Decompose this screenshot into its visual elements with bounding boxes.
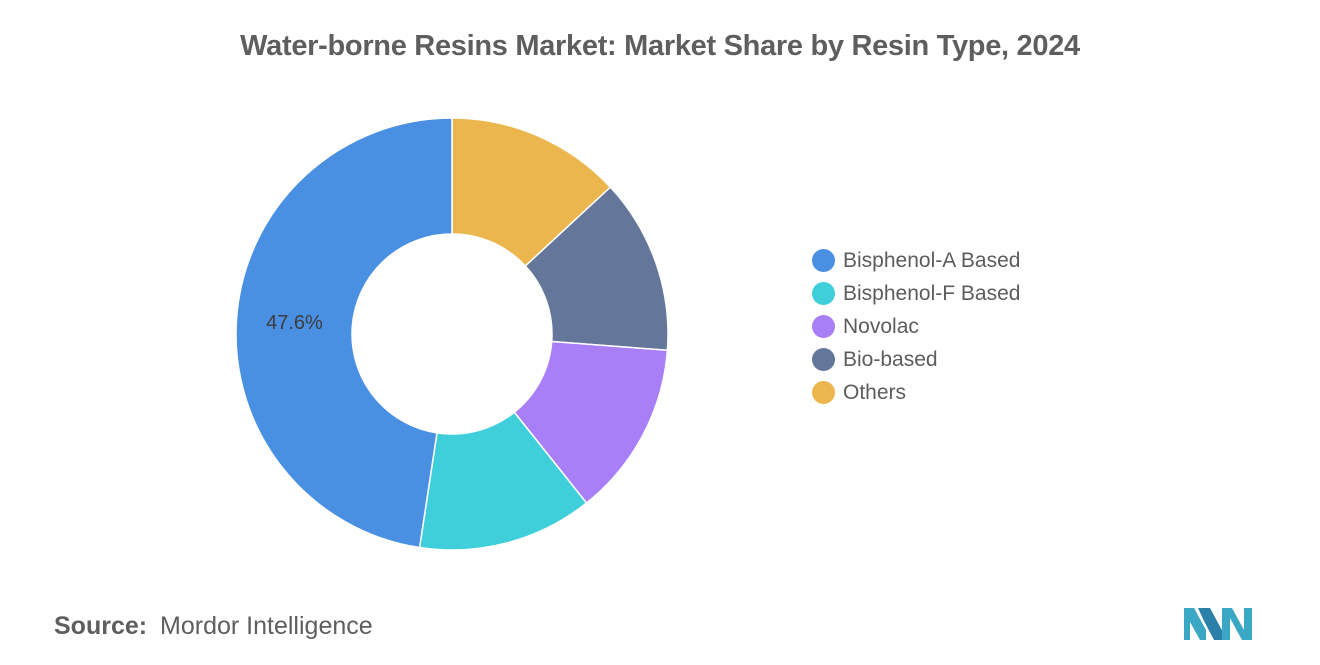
legend-item-bisphenol-a: Bisphenol-A Based <box>812 244 1020 277</box>
legend-swatch-bio-based <box>812 348 835 371</box>
slice-label-bisphenol-a-based: 47.6% <box>266 312 323 334</box>
slice-labels-group: 47.6% <box>266 312 323 334</box>
slice-others <box>451 117 612 268</box>
source-label: Source: <box>54 612 148 640</box>
slices-group <box>235 117 669 551</box>
mordor-intelligence-logo-icon <box>1184 604 1252 645</box>
logo-shape-right <box>1222 608 1252 640</box>
legend-item-bio-based: Bio-based <box>812 343 1020 376</box>
legend-item-others: Others <box>812 376 1020 409</box>
legend-item-novolac: Novolac <box>812 310 1020 343</box>
legend-swatch-bisphenol-a <box>812 249 835 272</box>
chart-legend: Bisphenol-A Based Bisphenol-F Based Novo… <box>812 244 1020 409</box>
logo-shape-left <box>1184 608 1206 640</box>
chart-title: Water-borne Resins Market: Market Share … <box>240 30 1080 62</box>
slice-novolac <box>513 340 669 505</box>
slice-bisphenol-f-based <box>418 411 588 551</box>
source-line: Source: Mordor Intelligence <box>54 612 373 641</box>
legend-swatch-others <box>812 381 835 404</box>
legend-label-bisphenol-a: Bisphenol-A Based <box>843 248 1021 272</box>
legend-label-bio-based: Bio-based <box>843 347 938 371</box>
legend-swatch-novolac <box>812 315 835 338</box>
legend-label-bisphenol-f: Bisphenol-F Based <box>843 281 1021 305</box>
slice-bisphenol-a-based <box>235 117 453 549</box>
slice-bio-based <box>524 186 669 352</box>
legend-label-novolac: Novolac <box>843 314 919 338</box>
legend-swatch-bisphenol-f <box>812 282 835 305</box>
legend-label-others: Others <box>843 380 907 404</box>
source-text: Mordor Intelligence <box>160 612 373 640</box>
legend-item-bisphenol-f: Bisphenol-F Based <box>812 277 1020 310</box>
logo-shape-middle <box>1198 608 1224 640</box>
